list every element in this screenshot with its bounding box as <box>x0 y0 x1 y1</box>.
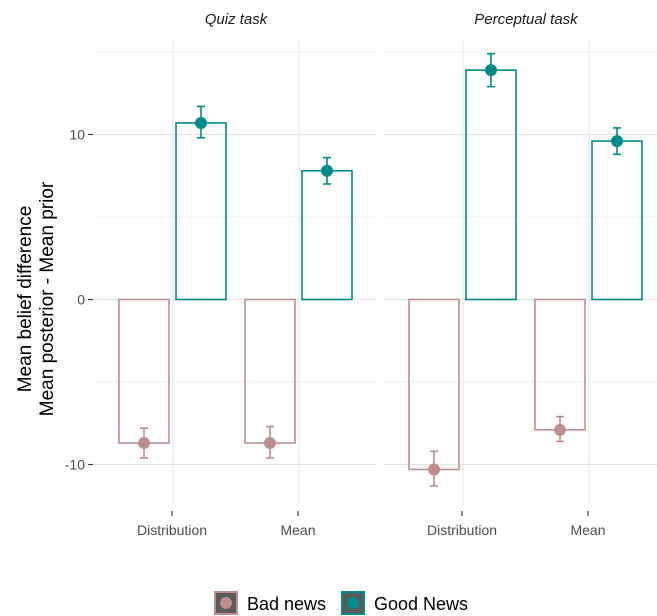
y-axis-title-line-1: Mean belief difference <box>15 206 36 393</box>
y-tick-label: 0 <box>77 292 85 308</box>
point-good-news <box>485 64 497 77</box>
point-good-news <box>321 164 333 177</box>
point-good-news <box>611 135 623 148</box>
panel-title: Quiz task <box>205 11 269 28</box>
panel-title: Perceptual task <box>474 11 579 28</box>
bar-bad-news <box>534 298 586 431</box>
point-bad-news <box>264 437 276 450</box>
point-bad-news <box>138 437 150 450</box>
legend-label: Good News <box>374 594 468 614</box>
legend-label: Bad news <box>247 594 326 614</box>
bar-good-news <box>301 170 353 301</box>
x-tick-label: Mean <box>280 522 315 538</box>
y-axis-ticks: -10 0 10 <box>65 127 93 473</box>
point-bad-news <box>554 423 566 436</box>
panel-0: Quiz task Distribution Mean <box>94 11 376 538</box>
legend-key-point <box>220 597 232 609</box>
panel-1: Perceptual task Distribution Mean <box>384 11 657 538</box>
x-tick-label: Distribution <box>137 522 207 538</box>
y-axis-title: Mean belief difference Mean posterior - … <box>15 181 58 416</box>
y-tick-label: 10 <box>69 127 85 143</box>
y-axis-title-line-2: Mean posterior - Mean prior <box>37 181 58 416</box>
bar-good-news <box>591 140 643 301</box>
bar-good-news <box>175 122 227 301</box>
bar-bad-news <box>408 298 460 471</box>
legend: Bad news Good News <box>214 591 468 615</box>
y-tick-label: -10 <box>65 457 85 473</box>
x-tick-label: Distribution <box>427 522 497 538</box>
point-bad-news <box>428 463 440 476</box>
bar-bad-news <box>118 298 170 444</box>
x-tick-label: Mean <box>570 522 605 538</box>
point-good-news <box>195 116 207 129</box>
legend-key-point <box>347 597 359 609</box>
bar-good-news <box>465 69 517 301</box>
bar-bad-news <box>244 298 296 444</box>
